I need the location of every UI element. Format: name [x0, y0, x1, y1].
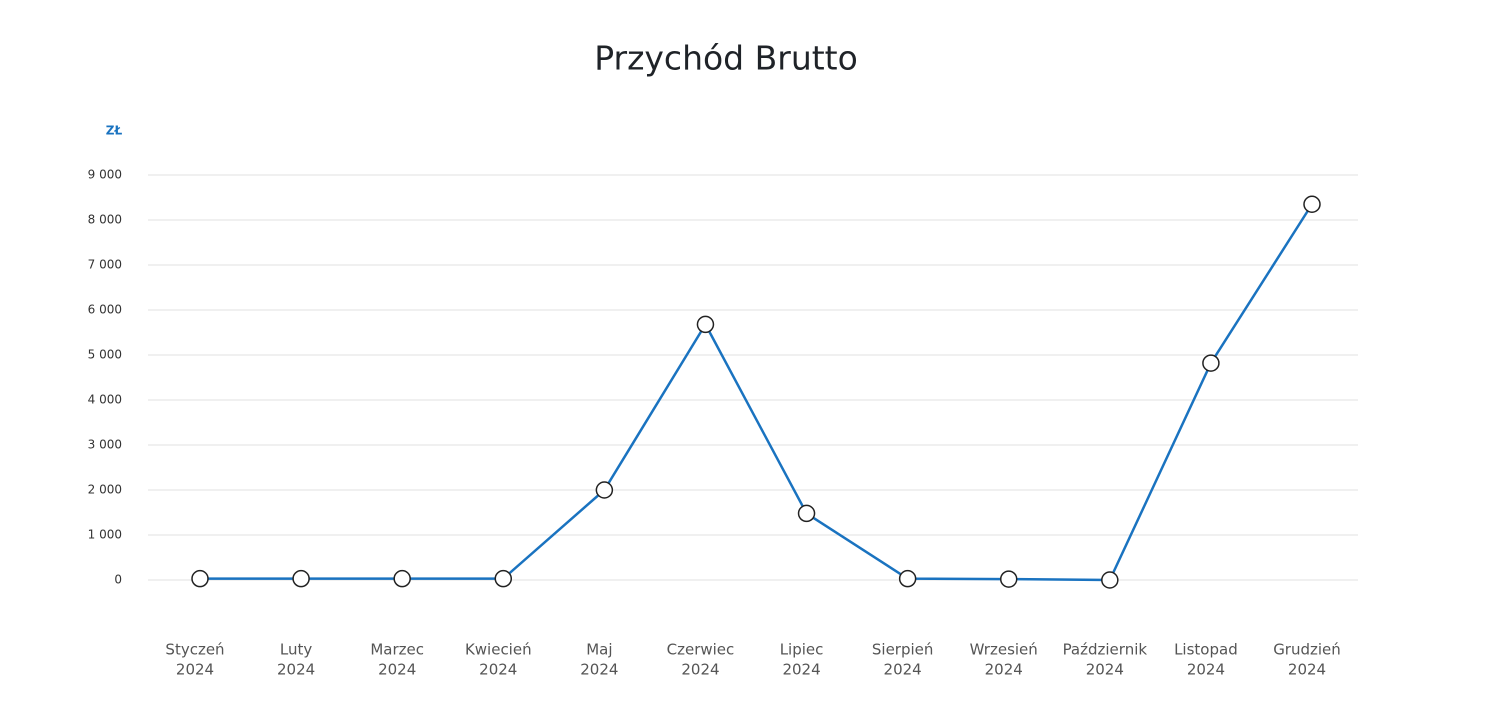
data-point [1303, 195, 1321, 213]
y-tick-label: 2 000 [88, 483, 122, 497]
x-tick-label: 2024 [1187, 661, 1225, 679]
y-tick-label: 8 000 [88, 213, 122, 227]
x-tick-label: Lipiec [780, 641, 824, 659]
y-tick-label: 6 000 [88, 303, 122, 317]
y-tick-label: 0 [114, 573, 122, 587]
x-tick-label: Kwiecień [465, 641, 532, 659]
x-tick-label: 2024 [378, 661, 416, 679]
data-point [595, 481, 614, 499]
data-point [1101, 571, 1119, 589]
y-tick-label: 4 000 [88, 393, 122, 407]
x-tick-label: Listopad [1174, 641, 1238, 659]
x-tick-label: 2024 [985, 661, 1023, 679]
x-tick-label: Styczeń [165, 641, 224, 659]
x-tick-label: 2024 [479, 661, 517, 679]
x-tick-label: 2024 [884, 661, 922, 679]
chart-title: Przychód Brutto [594, 39, 858, 78]
data-point [797, 504, 816, 523]
data-point [898, 569, 917, 588]
data-point [393, 569, 411, 588]
y-tick-label: 3 000 [88, 438, 122, 452]
x-tick-label: Luty [280, 641, 312, 659]
x-tick-label: Wrzesień [970, 641, 1038, 659]
data-point [191, 569, 209, 588]
x-tick-label: 2024 [782, 661, 820, 679]
data-point [1202, 354, 1220, 372]
x-tick-label: 2024 [580, 661, 618, 679]
y-tick-label: 5 000 [88, 348, 122, 362]
x-tick-label: Maj [586, 641, 612, 659]
x-tick-label: Grudzień [1273, 641, 1341, 659]
y-tick-label: 1 000 [88, 528, 122, 542]
y-tick-label: 9 000 [88, 168, 122, 182]
y-unit: ZŁ [106, 124, 123, 138]
x-tick-label: Marzec [370, 641, 424, 659]
x-tick-label: 2024 [1288, 661, 1326, 679]
y-tick-label: 7 000 [88, 258, 122, 272]
x-tick-label: Październik [1063, 641, 1148, 659]
x-tick-label: 2024 [277, 661, 315, 679]
x-tick-label: Sierpień [872, 641, 934, 659]
data-point [292, 569, 310, 588]
data-point [696, 315, 715, 334]
x-tick-label: 2024 [176, 661, 214, 679]
data-point [999, 570, 1018, 588]
data-point [494, 569, 513, 588]
x-tick-label: Czerwiec [667, 641, 735, 659]
data-line [200, 203, 1314, 582]
x-tick-label: 2024 [681, 661, 719, 679]
x-tick-label: 2024 [1086, 661, 1124, 679]
